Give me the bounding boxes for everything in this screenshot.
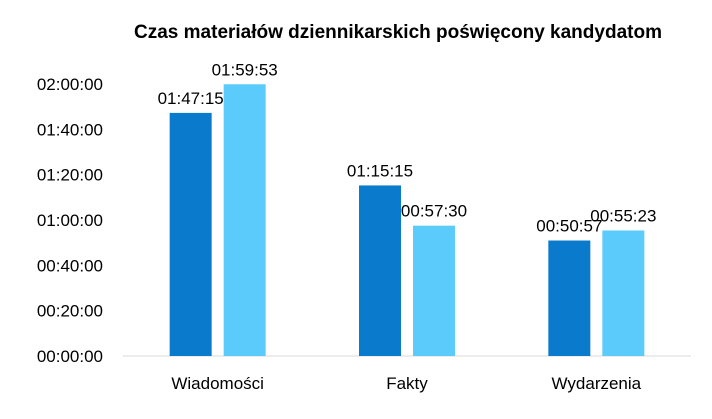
y-tick-label: 00:40:00 xyxy=(37,256,103,275)
x-tick-label: Wiadomości xyxy=(171,374,264,393)
data-labels: 01:47:15 01:59:53 01:15:15 00:57:30 00:50:57… xyxy=(158,60,657,235)
y-tick-label: 02:00:00 xyxy=(37,75,103,94)
y-tick-label: 01:20:00 xyxy=(37,166,103,185)
data-label: 00:55:23 xyxy=(590,206,656,225)
y-tick-label: 00:20:00 xyxy=(37,302,103,321)
x-tick-label: Fakty xyxy=(386,374,428,393)
y-axis: 00:00:00 00:20:00 00:40:00 01:00:00 01:20:00… xyxy=(37,75,103,366)
bar xyxy=(223,84,266,357)
bar xyxy=(548,240,591,356)
data-label: 00:57:30 xyxy=(401,202,467,221)
data-label: 01:47:15 xyxy=(158,89,224,108)
data-label: 01:59:53 xyxy=(212,60,278,79)
y-tick-label: 01:00:00 xyxy=(37,211,103,230)
bar xyxy=(169,112,212,357)
y-tick-label: 01:40:00 xyxy=(37,120,103,139)
chart-title: Czas materiałów dziennikarskich poświęco… xyxy=(134,22,662,43)
x-tick-label: Wydarzenia xyxy=(552,374,642,393)
bar xyxy=(359,185,401,356)
x-axis: Wiadomości Fakty Wydarzenia xyxy=(171,374,641,393)
bar xyxy=(602,230,645,356)
bars xyxy=(169,84,645,357)
data-label: 00:50:57 xyxy=(536,217,602,236)
bar xyxy=(413,225,455,356)
y-tick-label: 00:00:00 xyxy=(37,347,103,366)
data-label: 01:15:15 xyxy=(347,161,413,180)
